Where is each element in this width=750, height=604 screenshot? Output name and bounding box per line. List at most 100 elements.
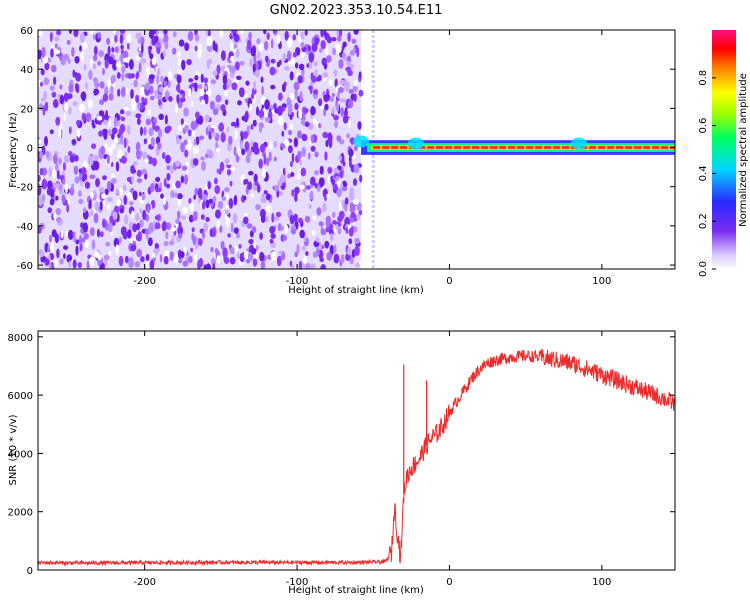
noise-blob [229, 247, 236, 255]
noise-blob [336, 180, 341, 187]
noise-blob [308, 203, 312, 209]
noise-blob [72, 69, 76, 78]
noise-blob [291, 152, 295, 163]
spectrogram-frame [37, 29, 676, 270]
noise-blob [187, 88, 192, 97]
noise-blob [177, 225, 184, 236]
noise-blob [40, 81, 43, 87]
noise-blob [89, 174, 96, 180]
transition-stripe [371, 245, 375, 248]
noise-blob [264, 99, 270, 110]
noise-blob [149, 53, 154, 60]
noise-blob [130, 244, 137, 252]
noise-blob [54, 36, 60, 42]
noise-blob [247, 181, 253, 190]
noise-blob [325, 45, 329, 56]
transition-stripe [371, 165, 375, 168]
noise-blob [293, 137, 299, 148]
noise-blob [181, 59, 186, 71]
noise-blob [135, 213, 140, 222]
noise-blob [266, 32, 270, 40]
noise-blob [239, 30, 244, 34]
noise-blob [239, 61, 245, 66]
noise-blob [141, 43, 144, 54]
spectrogram-y-axis-label: Frequency (Hz) [8, 112, 19, 188]
noise-blob [289, 123, 293, 131]
noise-blob [102, 68, 105, 76]
noise-blob [62, 162, 66, 171]
noise-blob [302, 107, 309, 114]
noise-blob [93, 155, 99, 161]
noise-blob [118, 187, 124, 196]
noise-blob [337, 227, 342, 235]
noise-blob [246, 149, 253, 157]
transition-stripe [371, 130, 375, 133]
noise-blob [292, 34, 297, 41]
noise-blob [163, 30, 168, 35]
noise-blob [139, 208, 142, 214]
noise-blob [136, 117, 141, 125]
noise-blob [348, 117, 352, 129]
noise-blob [346, 247, 352, 256]
noise-blob [55, 208, 61, 216]
noise-blob [198, 197, 201, 204]
noise-blob [336, 135, 342, 142]
noise-blob [71, 183, 74, 191]
noise-blob [171, 227, 177, 232]
noise-blob [106, 37, 111, 45]
noise-blob [97, 116, 103, 121]
noise-blob [99, 99, 105, 105]
noise-blob [209, 58, 212, 65]
noise-blob [347, 69, 353, 77]
noise-blob [304, 215, 311, 223]
noise-blob [156, 67, 161, 76]
noise-blob [125, 87, 129, 95]
transition-stripe [371, 225, 375, 228]
noise-blob [118, 129, 122, 135]
noise-blob [186, 59, 192, 66]
noise-blob [132, 190, 138, 201]
noise-blob [222, 83, 227, 91]
noise-blob [323, 62, 328, 70]
noise-blob [107, 78, 111, 88]
noise-blob [297, 217, 303, 224]
noise-blob [298, 63, 305, 70]
noise-blob [158, 113, 164, 121]
noise-blob [331, 106, 335, 115]
noise-blob [289, 93, 295, 100]
noise-blob [220, 240, 225, 250]
noise-blob [176, 84, 179, 92]
x-tick-label: 0 [446, 577, 452, 588]
noise-blob [185, 161, 189, 167]
noise-blob [336, 188, 342, 197]
noise-blob [177, 233, 183, 239]
noise-blob [75, 239, 80, 245]
noise-blob [284, 139, 290, 147]
noise-blob [318, 177, 325, 187]
noise-blob [271, 212, 275, 223]
noise-blob [309, 263, 316, 269]
transition-stripe [371, 235, 375, 238]
noise-blob [236, 232, 240, 239]
noise-blob [286, 50, 292, 62]
noise-blob [296, 173, 301, 180]
noise-blob [117, 88, 121, 97]
noise-blob [163, 80, 168, 87]
noise-blob [99, 264, 104, 269]
noise-blob [300, 31, 305, 40]
noise-blob [320, 264, 327, 269]
noise-blob [72, 236, 77, 242]
noise-blob [146, 66, 150, 76]
noise-blob [331, 92, 335, 98]
snr-frame [37, 330, 676, 571]
noise-blob [56, 248, 60, 259]
noise-blob [296, 243, 300, 255]
noise-blob [342, 161, 346, 167]
noise-blob [184, 124, 189, 132]
noise-blob [124, 214, 129, 225]
noise-blob [205, 30, 209, 36]
noise-blob [209, 127, 215, 133]
noise-blob [231, 30, 238, 34]
noise-blob [294, 89, 298, 100]
noise-blob [141, 168, 147, 175]
